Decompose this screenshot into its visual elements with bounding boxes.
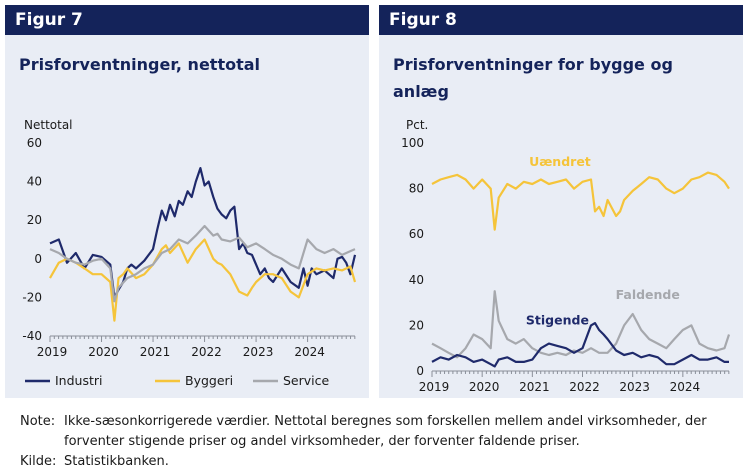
- y-tick-label: 100: [401, 136, 424, 150]
- note-label: Note:: [20, 414, 56, 429]
- legend-label-service: Service: [283, 373, 330, 388]
- figure-7-panel: Figur 7 Prisforventninger, nettotal Nett…: [5, 5, 369, 398]
- x-tick-label: 2024: [670, 380, 701, 394]
- x-tick-label: 2023: [619, 380, 650, 394]
- series-line-stigende: [431, 322, 729, 368]
- y-tick-label: 20: [409, 318, 424, 332]
- source-text: Statistikbanken.: [64, 454, 169, 469]
- y-tick-label: 40: [409, 273, 424, 287]
- y-tick-label: 60: [27, 136, 42, 150]
- annotation-uaendret: Uændret: [529, 154, 591, 169]
- x-tick-label: 2024: [294, 345, 325, 359]
- y-axis-label: Nettotal: [24, 118, 73, 132]
- y-tick-label: 40: [27, 175, 42, 189]
- x-tick-label: 2022: [191, 345, 222, 359]
- figure-7-tag: Figur 7: [5, 5, 369, 35]
- series-line-service: [49, 224, 356, 303]
- annotation-faldende: Faldende: [616, 287, 680, 302]
- source-label: Kilde:: [20, 454, 57, 469]
- y-tick-label: -40: [22, 329, 42, 343]
- figure-8-tag: Figur 8: [379, 5, 743, 35]
- annotation-stigende: Stigende: [526, 312, 589, 327]
- series-line-uaendret: [431, 171, 730, 231]
- note-text: Ikke-sæsonkorrigerede værdier. Nettotal …: [64, 414, 707, 449]
- figure-8-title: Prisforventninger for bygge og anlæg: [393, 55, 673, 101]
- y-tick-label: 20: [27, 213, 42, 227]
- notes-block: Note: Ikke-sæsonkorrigerede værdier. Net…: [20, 412, 744, 472]
- figure-8-panel: Figur 8 Prisforventninger for bygge og a…: [379, 5, 743, 398]
- y-tick-label: 0: [34, 252, 42, 266]
- x-tick-label: 2020: [469, 380, 500, 394]
- y-tick-label: 60: [409, 227, 424, 241]
- x-tick-label: 2019: [37, 345, 68, 359]
- x-tick-label: 2022: [569, 380, 600, 394]
- note-row: Note: Ikke-sæsonkorrigerede værdier. Net…: [20, 412, 744, 452]
- figure-7-title: Prisforventninger, nettotal: [19, 55, 261, 74]
- legend-label-byggeri: Byggeri: [185, 373, 233, 388]
- series-line-industri: [49, 167, 357, 299]
- x-tick-label: 2019: [419, 380, 450, 394]
- y-tick-label: 80: [409, 182, 424, 196]
- y-tick-label: -20: [22, 290, 42, 304]
- x-tick-label: 2020: [88, 345, 119, 359]
- x-tick-label: 2021: [519, 380, 550, 394]
- x-tick-label: 2023: [243, 345, 274, 359]
- figure-8-chart: Pct. 0 20 40 60 80 100 2019 2020 2021 2022 2023 2024…: [401, 118, 731, 394]
- series-line-byggeri: [49, 238, 357, 322]
- figure-7-chart: Nettotal -40 -20 0 20 40 60 2019 2020 2021 2022 202…: [22, 118, 357, 388]
- source-row: Kilde: Statistikbanken.: [20, 452, 744, 472]
- y-tick-label: 0: [416, 364, 424, 378]
- legend-label-industri: Industri: [55, 373, 103, 388]
- x-tick-label: 2021: [140, 345, 171, 359]
- y-axis-label: Pct.: [406, 118, 428, 132]
